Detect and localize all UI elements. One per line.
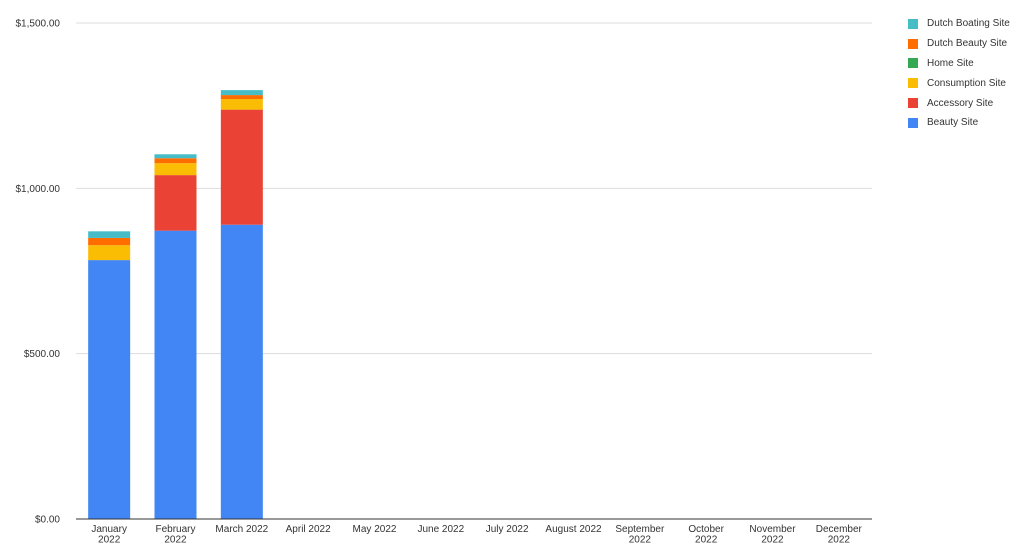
legend-label: Consumption Site [927,77,1006,89]
x-tick-label: January 2022 [91,524,127,546]
x-tick-label: July 2022 [486,524,529,535]
legend-item: Beauty Site [908,113,1010,133]
x-tick-label: April 2022 [286,524,331,535]
bar-segment [88,260,131,519]
y-axis-ticks: $0.00 $500.00 $1,000.00 $1,500.00 [16,19,61,526]
bar-segment [220,109,263,225]
bar-segment [220,99,263,110]
bar-segment [154,163,197,176]
bar-segment [88,245,131,261]
x-tick-label: June 2022 [417,524,464,535]
bars [76,90,872,520]
legend-swatch [908,117,918,128]
bar-segment [220,224,263,519]
x-tick-label: October 2022 [688,524,724,546]
legend-label: Beauty Site [927,117,979,129]
x-tick-label: May 2022 [353,524,397,535]
y-tick-label: $500.00 [24,349,61,360]
bar-segment [154,175,197,231]
legend-label: Home Site [927,57,974,69]
legend-item: Home Site [908,54,1010,74]
legend-swatch [908,38,918,49]
bar-segment [220,90,263,96]
legend-swatch [908,18,918,29]
legend-label: Accessory Site [927,97,994,109]
y-tick-label: $0.00 [35,515,60,526]
legend-swatch [908,98,918,109]
legend-swatch [908,78,918,89]
legend-item: Consumption Site [908,73,1010,93]
x-tick-label: March 2022 [215,524,268,535]
legend-item: Dutch Boating Site [908,14,1010,34]
legend-item: Accessory Site [908,93,1010,113]
x-tick-label: August 2022 [545,524,602,535]
gridlines [76,22,872,355]
y-tick-label: $1,500.00 [16,19,61,30]
bar-segment [154,230,197,519]
y-tick-label: $1,000.00 [16,184,61,195]
legend: Dutch Boating Site Dutch Beauty Site Home … [908,14,1010,133]
x-tick-label: November 2022 [749,524,796,546]
x-axis-ticks: January 2022 February 2022 March 2022 April 2… [91,524,862,546]
bar-segment [154,158,197,164]
legend-item: Dutch Beauty Site [908,34,1010,54]
bar-segment [88,231,131,238]
bar-segment [220,95,263,100]
x-tick-label: December 2022 [816,524,863,546]
x-tick-label: September 2022 [615,524,665,546]
bar-segment [154,154,197,159]
legend-label: Dutch Boating Site [927,18,1010,30]
legend-label: Dutch Beauty Site [927,38,1008,50]
bar-segment [88,237,131,246]
legend-swatch [908,58,918,69]
x-tick-label: February 2022 [155,524,195,546]
